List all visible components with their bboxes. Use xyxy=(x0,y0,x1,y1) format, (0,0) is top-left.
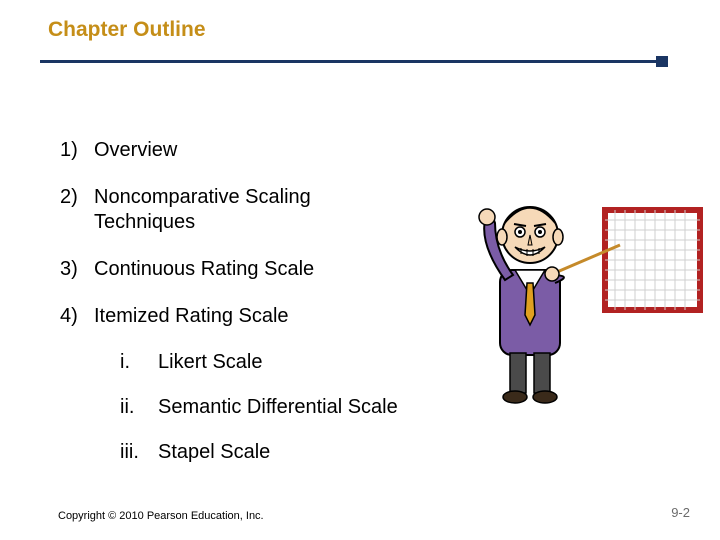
outline-roman: iii. xyxy=(120,441,158,464)
outline-roman: ii. xyxy=(120,396,158,419)
page-title: Chapter Outline xyxy=(48,18,206,42)
outline-subtext: Likert Scale xyxy=(158,351,263,373)
outline-item: 1)Overview xyxy=(60,138,580,163)
outline-num: 3) xyxy=(60,257,94,282)
outline-subtext: Stapel Scale xyxy=(158,441,270,463)
copyright-text: Copyright © 2010 Pearson Education, Inc. xyxy=(58,510,264,522)
outline-subtext: Semantic Differential Scale xyxy=(158,396,398,418)
presenter-illustration xyxy=(455,175,705,405)
outline-num: 1) xyxy=(60,138,94,163)
outline-text: Noncomparative Scaling xyxy=(94,186,311,208)
outline-roman: i. xyxy=(120,351,158,374)
outline-text: Overview xyxy=(94,139,177,161)
title-underline xyxy=(40,60,660,63)
outline-num: 2) xyxy=(60,185,94,210)
title-underline-cap xyxy=(656,56,668,67)
outline-text: Continuous Rating Scale xyxy=(94,258,314,280)
outline-num: 4) xyxy=(60,304,94,329)
page-number: 9-2 xyxy=(671,505,690,520)
outline-text: Itemized Rating Scale xyxy=(94,305,289,327)
outline-subitem: iii.Stapel Scale xyxy=(120,441,580,464)
